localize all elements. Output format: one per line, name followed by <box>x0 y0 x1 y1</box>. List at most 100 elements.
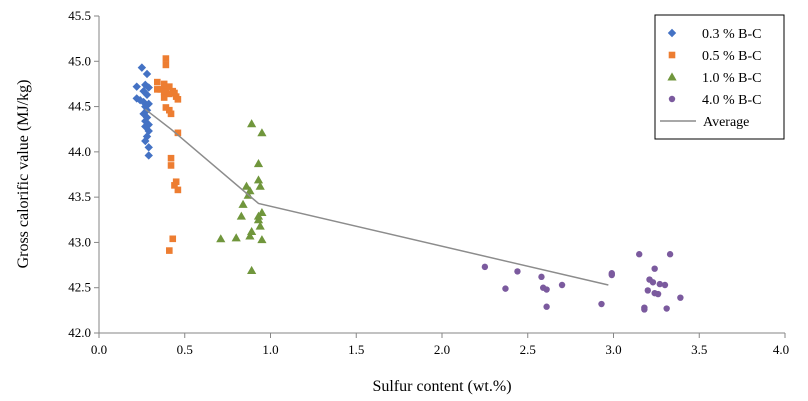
data-point-0-3-b-c <box>139 86 148 96</box>
y-tick-label: 42.0 <box>68 325 91 340</box>
y-tick-label: 43.5 <box>68 189 91 204</box>
y-tick-label: 43.0 <box>68 234 91 249</box>
data-point-4-0-b-c <box>654 290 662 298</box>
x-axis-title: Sulfur content (wt.%) <box>372 378 511 395</box>
data-point-0-3-b-c <box>144 143 153 152</box>
data-point-0-3-b-c <box>144 83 153 92</box>
data-point-4-0-b-c <box>502 285 509 292</box>
data-point-0-5-b-c <box>162 104 170 111</box>
data-point-0-5-b-c <box>166 90 173 98</box>
data-point-0-5-b-c <box>171 89 178 97</box>
series-4-0-b-c <box>481 251 684 313</box>
y-axis-title: Gross calorific value (MJ/kg) <box>15 80 32 269</box>
data-point-0-5-b-c <box>162 55 170 62</box>
data-point-0-5-b-c <box>166 106 173 114</box>
data-point-0-3-b-c <box>132 82 141 91</box>
data-point-0-3-b-c <box>139 97 148 107</box>
data-point-1-0-b-c <box>247 119 257 128</box>
legend-swatch-4-0-b-c <box>668 95 676 103</box>
data-point-0-5-b-c <box>166 247 173 254</box>
data-point-0-5-b-c <box>157 86 165 93</box>
legend-label-4-0-b-c: 4.0 % B-C <box>702 93 762 108</box>
data-point-1-0-b-c <box>231 233 241 242</box>
data-point-0-5-b-c <box>174 129 182 137</box>
x-tick-label: 0.0 <box>91 342 107 357</box>
data-point-4-0-b-c <box>677 294 684 301</box>
data-point-0-5-b-c <box>174 96 182 103</box>
data-point-4-0-b-c <box>514 268 521 275</box>
y-tick-label: 45.5 <box>68 8 91 23</box>
data-point-0-5-b-c <box>174 186 182 194</box>
data-point-1-0-b-c <box>216 234 226 243</box>
y-tick-label: 44.5 <box>68 99 91 114</box>
x-tick-label: 4.0 <box>773 342 789 357</box>
data-point-4-0-b-c <box>661 281 669 289</box>
data-point-4-0-b-c <box>543 286 550 293</box>
data-point-1-0-b-c <box>241 181 252 190</box>
data-point-4-0-b-c <box>608 270 615 277</box>
legend-box <box>654 14 785 140</box>
y-axis-ticks: 42.0 42.5 43.0 43.5 44.0 44.5 45.0 45.5 <box>68 8 99 340</box>
data-point-1-0-b-c <box>238 199 248 208</box>
data-point-1-0-b-c <box>253 215 264 224</box>
legend-swatch-1-0-b-c <box>667 72 677 81</box>
x-tick-label: 3.5 <box>691 342 707 357</box>
data-point-1-0-b-c <box>255 221 265 230</box>
x-tick-label: 3.0 <box>605 342 621 357</box>
data-point-4-0-b-c <box>656 280 664 288</box>
data-point-0-5-b-c <box>154 78 161 86</box>
data-point-1-0-b-c <box>253 159 264 168</box>
legend-swatch-0-5-b-c <box>668 51 676 59</box>
data-point-0-5-b-c <box>169 235 177 243</box>
plot-area <box>132 55 684 313</box>
legend: 0.3 % B-C 0.5 % B-C 1.0 % B-C 4.0 % B-C Aver… <box>654 14 785 140</box>
legend-label-1-0-b-c: 1.0 % B-C <box>702 71 762 86</box>
legend-swatch-0-3-b-c <box>667 28 677 38</box>
data-point-0-5-b-c <box>160 94 168 101</box>
data-point-1-0-b-c <box>255 181 265 190</box>
x-axis-ticks: 0.0 0.5 1.0 1.5 2.0 2.5 3.0 3.5 4.0 <box>91 333 789 357</box>
data-point-0-5-b-c <box>167 162 175 169</box>
data-point-1-0-b-c <box>247 265 257 274</box>
legend-label-0-3-b-c: 0.3 % B-C <box>702 27 762 42</box>
data-point-4-0-b-c <box>649 279 657 286</box>
data-point-4-0-b-c <box>636 251 643 258</box>
y-tick-label: 44.0 <box>68 144 91 159</box>
series-line-average <box>144 108 609 286</box>
data-point-0-3-b-c <box>137 63 147 72</box>
data-point-4-0-b-c <box>651 265 658 272</box>
series-0-3-b-c <box>132 63 153 160</box>
data-point-0-5-b-c <box>167 154 175 162</box>
data-point-0-5-b-c <box>160 80 168 88</box>
data-point-1-0-b-c <box>245 231 255 240</box>
data-point-4-0-b-c <box>558 281 566 289</box>
data-point-0-3-b-c <box>144 151 153 160</box>
data-point-4-0-b-c <box>538 273 545 281</box>
series-0-5-b-c <box>154 55 182 254</box>
data-point-0-3-b-c <box>141 102 150 111</box>
data-point-0-3-b-c <box>142 90 152 99</box>
data-point-1-0-b-c <box>257 128 267 137</box>
x-tick-label: 0.5 <box>177 342 193 357</box>
data-point-1-0-b-c <box>236 211 246 220</box>
y-tick-label: 45.0 <box>68 53 91 68</box>
data-point-0-3-b-c <box>141 136 150 146</box>
data-point-0-5-b-c <box>172 178 180 186</box>
data-point-0-3-b-c <box>142 69 152 79</box>
data-point-0-5-b-c <box>154 86 161 93</box>
data-point-0-5-b-c <box>167 110 175 118</box>
data-point-0-5-b-c <box>171 182 178 189</box>
data-point-0-3-b-c <box>139 109 148 119</box>
data-point-4-0-b-c <box>663 305 670 312</box>
data-point-4-0-b-c <box>481 263 489 271</box>
data-point-4-0-b-c <box>644 287 651 294</box>
data-point-4-0-b-c <box>641 306 648 313</box>
data-point-0-3-b-c <box>135 96 145 105</box>
data-point-1-0-b-c <box>253 175 264 184</box>
y-tick-label: 42.5 <box>68 280 91 295</box>
data-point-4-0-b-c <box>598 300 605 308</box>
legend-label-average: Average <box>703 115 749 130</box>
x-tick-label: 2.0 <box>434 342 450 357</box>
x-tick-label: 1.0 <box>262 342 278 357</box>
